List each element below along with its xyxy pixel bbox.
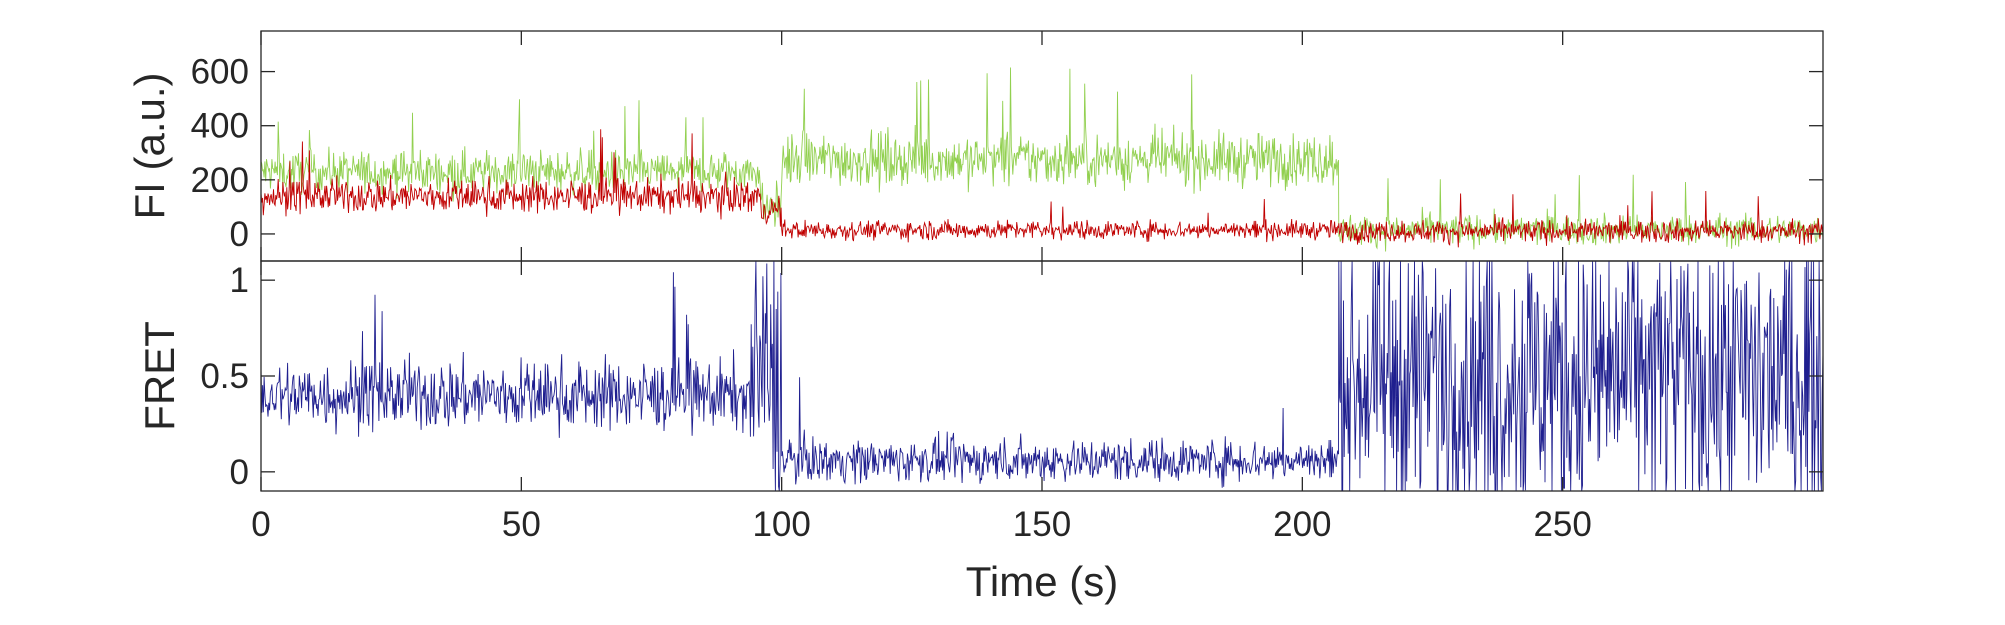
intensity-y-tick-label: 600 xyxy=(191,53,249,92)
intensity-y-axis-label: FI (a.u.) xyxy=(126,72,173,219)
fret-y-tick-label: 0 xyxy=(230,453,249,492)
time-x-axis-label: Time (s) xyxy=(966,558,1118,605)
time-x-tick-label: 150 xyxy=(1013,505,1071,544)
fret-efficiency-line xyxy=(260,260,1824,492)
fret-trace xyxy=(260,260,1824,492)
time-x-tick-label: 250 xyxy=(1533,505,1591,544)
time-x-tick-label: 0 xyxy=(251,505,270,544)
time-x-tick-label: 100 xyxy=(752,505,810,544)
intensity-y-tick-label: 0 xyxy=(230,215,249,254)
fret-y-tick-label: 0.5 xyxy=(200,357,249,396)
intensity-y-tick-label: 200 xyxy=(191,161,249,200)
intensity-traces xyxy=(260,67,1824,252)
time-x-tick-label: 200 xyxy=(1273,505,1331,544)
fret-panel: 00.51 0 50 100 150 200 250 FRET Time (s) xyxy=(136,31,1824,605)
fret-y-axis-label: FRET xyxy=(136,321,183,431)
acceptor-intensity-line xyxy=(260,129,1824,248)
intensity-y-ticks: 0 200 400 600 xyxy=(191,53,1823,254)
fret-y-ticks: 00.51 xyxy=(200,261,1823,492)
intensity-y-tick-label: 400 xyxy=(191,107,249,146)
fret-y-tick-label: 1 xyxy=(230,261,249,300)
donor-intensity-line xyxy=(260,67,1824,252)
intensity-panel: 0 200 400 600 FI (a.u.) xyxy=(126,30,1824,262)
time-x-tick-label: 50 xyxy=(502,505,541,544)
time-x-ticks: 0 50 100 150 200 250 xyxy=(251,31,1592,544)
